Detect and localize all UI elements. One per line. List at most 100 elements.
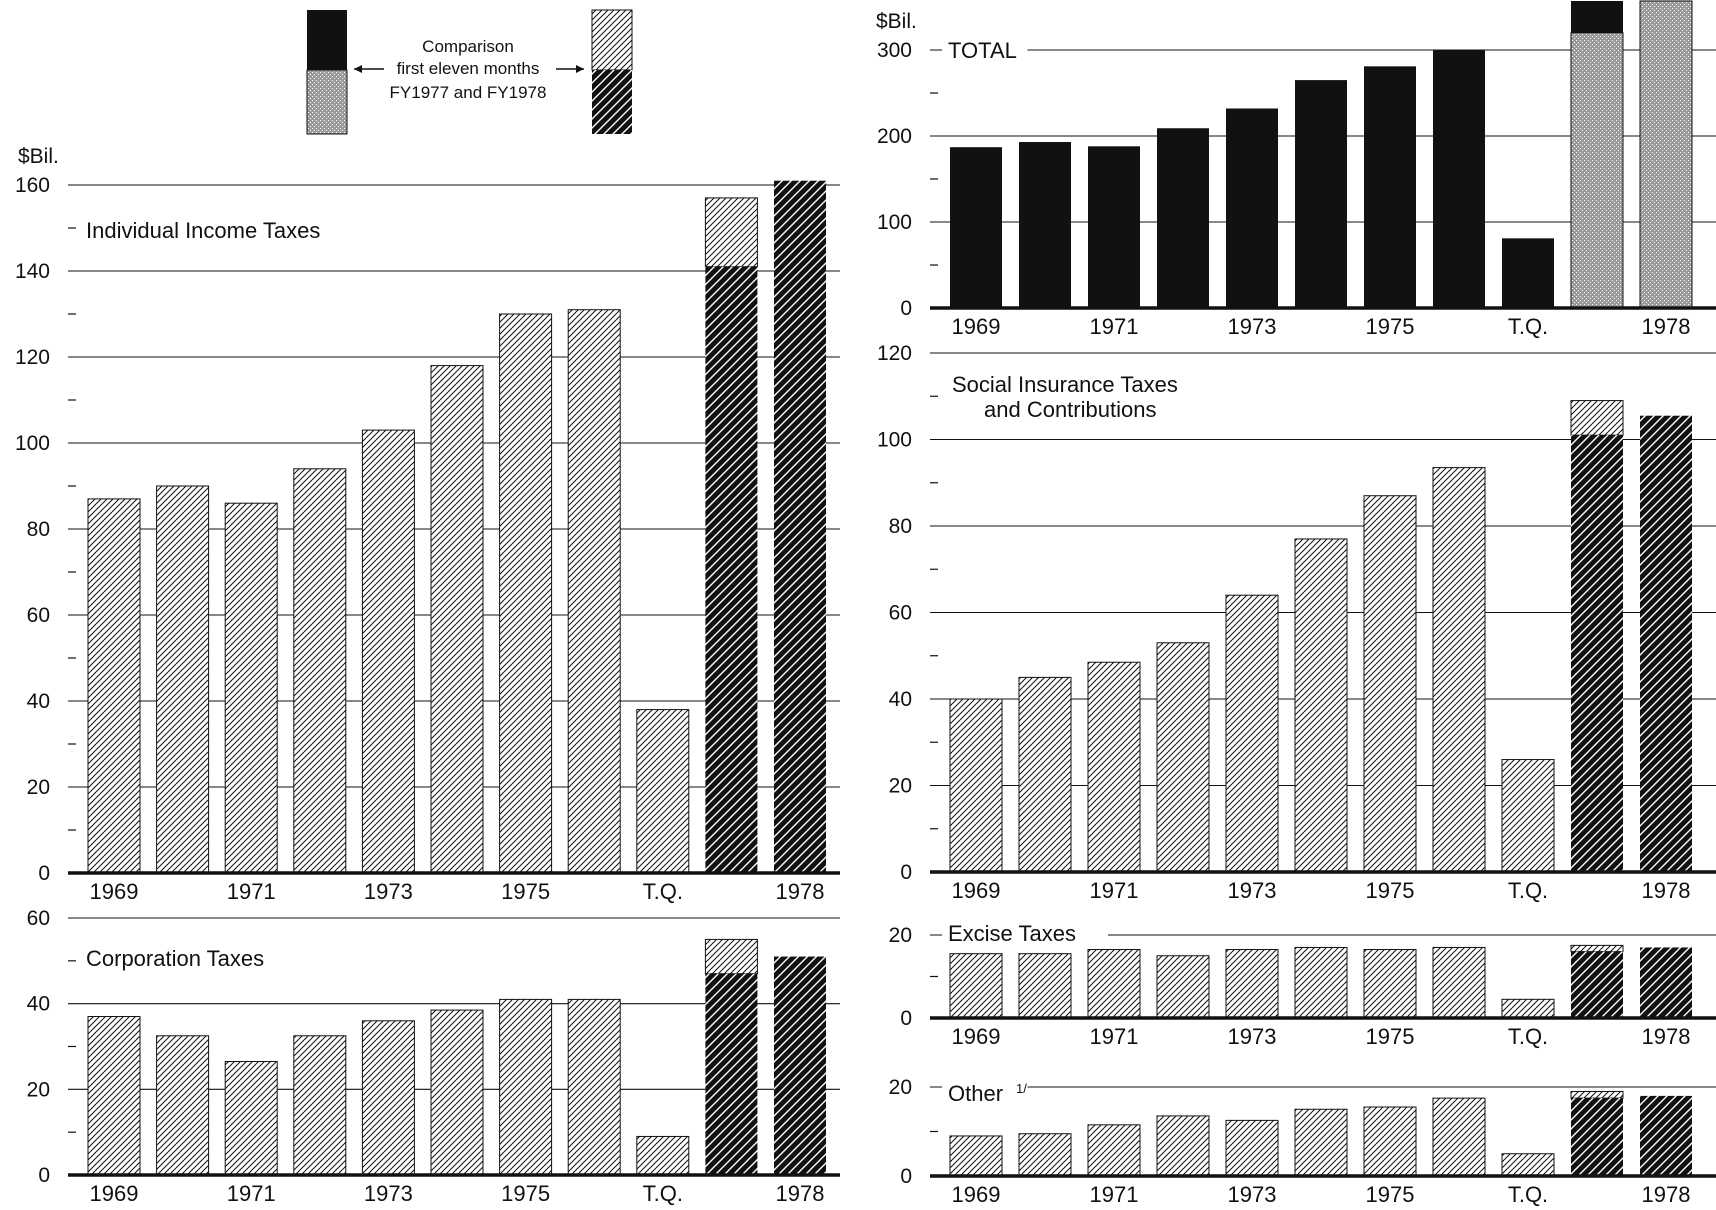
legend-line-1: Comparison: [422, 37, 514, 56]
bar-1977-full-year: [1570, 400, 1624, 436]
panel-title-note: 1/: [1016, 1081, 1027, 1096]
y-tick-label: 0: [900, 861, 912, 884]
x-tick-label: 1971: [227, 1181, 276, 1206]
bar-1971: [1087, 1124, 1141, 1177]
chart-panels: 0 20 40 60 80 100 120 140 160 1969 1971 1973 1975 T.Q…: [15, 0, 1716, 1207]
bar-1973: [361, 429, 415, 874]
panel-title-backdrop: [80, 946, 304, 972]
y-tick-label: 20: [889, 1076, 912, 1099]
x-tick-label: 1978: [1642, 1024, 1691, 1049]
legend-line-3: FY1977 and FY1978: [390, 83, 547, 102]
x-tick-label: 1978: [1642, 1182, 1691, 1207]
y-tick-label: 20: [27, 1078, 50, 1101]
x-tick-label: 1975: [1366, 878, 1415, 903]
x-tick-label: 1969: [90, 1181, 139, 1206]
bar-1969: [949, 698, 1003, 873]
panel-title-backdrop: [942, 921, 1108, 947]
legend-arrow-right: [556, 65, 584, 73]
bar-1977-eleven-months: [705, 266, 758, 873]
bar-1978-eleven-months: [774, 956, 826, 1175]
bar-1974: [1294, 946, 1348, 1019]
bar-1970: [1018, 676, 1072, 873]
bar-1970: [156, 485, 210, 874]
bar-1970: [1019, 142, 1071, 308]
y-tick-label: 160: [15, 174, 50, 197]
bar-1975: [1363, 1106, 1417, 1177]
x-tick-label: 1973: [364, 1181, 413, 1206]
y-tick-label: 0: [38, 862, 50, 885]
bar-1976: [567, 309, 621, 874]
bar-1973: [1225, 594, 1279, 873]
bar-1972: [1156, 1115, 1210, 1177]
bar-1972: [1156, 955, 1210, 1019]
x-tick-label: 1971: [1090, 1024, 1139, 1049]
x-tick-label: 1975: [1366, 1024, 1415, 1049]
bar-1977-full-year: [704, 938, 758, 975]
x-tick-label: 1969: [952, 314, 1001, 339]
bar-1973: [1225, 949, 1279, 1019]
bar-1977-eleven-months: [1570, 32, 1624, 309]
y-tick-label: 60: [27, 604, 50, 627]
bar-1973: [1226, 108, 1278, 308]
bar-1974: [430, 365, 484, 874]
bar-1975: [1363, 949, 1417, 1019]
bar-1969: [950, 147, 1002, 308]
y-tick-label: 40: [27, 690, 50, 713]
y-tick-label: 100: [877, 429, 912, 452]
chart-panel-corporation: 0 20 40 60 1969 1971 1973 1975 T.Q. 1978 Corporati…: [27, 907, 840, 1206]
bar-1971: [224, 1060, 278, 1176]
panel-title-backdrop: [80, 218, 373, 244]
y-tick-label: 0: [900, 297, 912, 320]
y-tick-label: 40: [27, 993, 50, 1016]
x-tick-label: 1973: [1228, 878, 1277, 903]
bar-1972: [293, 1035, 347, 1176]
bar-1974: [1294, 538, 1348, 873]
bar-1971: [224, 502, 278, 874]
chart-panel-social: 0 20 40 60 80 100 120 1969 1971 1973 1975 T.Q. 1978 S…: [877, 342, 1716, 903]
y-tick-label: 120: [15, 346, 50, 369]
y-tick-label: 20: [889, 775, 912, 798]
bar-1977-full-year: [1571, 0, 1623, 33]
x-tick-label: 1973: [1228, 1024, 1277, 1049]
bar-1978-eleven-months: [1640, 1095, 1692, 1176]
bar-1975: [1363, 495, 1417, 873]
bar-1976: [1433, 50, 1485, 308]
unit-label: $Bil.: [18, 145, 59, 168]
panel-title: and Contributions: [984, 397, 1156, 422]
bar-T.Q.: [1501, 759, 1555, 873]
x-tick-label: 1973: [1228, 314, 1277, 339]
x-tick-label: 1978: [776, 1181, 825, 1206]
bar-T.Q.: [636, 1135, 690, 1176]
legend-swatch-category-1977-dark: [592, 70, 632, 134]
x-tick-label: 1969: [952, 1024, 1001, 1049]
bar-1972: [1157, 128, 1209, 308]
bar-1975: [499, 998, 553, 1176]
x-tick-label: 1971: [1090, 1182, 1139, 1207]
bar-1975: [499, 313, 553, 874]
y-tick-label: 140: [15, 260, 50, 283]
x-tick-label: 1971: [1090, 878, 1139, 903]
legend-swatch-total-1977-stipple: [306, 69, 348, 135]
panel-title-backdrop: [942, 38, 1028, 64]
bar-1978-eleven-months: [1639, 0, 1693, 309]
bar-1976: [1432, 1097, 1486, 1177]
y-tick-label: 20: [889, 924, 912, 947]
bar-1972: [1156, 642, 1210, 873]
bar-1977-eleven-months: [705, 973, 758, 1175]
bar-1969: [949, 953, 1003, 1019]
chart-panel-other: 0 20 1969 1971 1973 1975 T.Q. 1978 Other 1/: [889, 1076, 1716, 1207]
bar-1974: [1295, 80, 1347, 308]
chart-panel-individual: 0 20 40 60 80 100 120 140 160 1969 1971 1973 1975 T.Q…: [15, 145, 840, 904]
bar-1977-full-year: [704, 197, 758, 268]
x-tick-label: 1975: [1366, 314, 1415, 339]
bar-T.Q.: [1502, 238, 1554, 308]
y-tick-label: 300: [877, 39, 912, 62]
bar-1971: [1087, 949, 1141, 1019]
bar-1976: [567, 998, 621, 1176]
y-tick-label: 0: [38, 1164, 50, 1187]
panel-title: Social Insurance Taxes: [952, 372, 1178, 397]
y-tick-label: 100: [877, 211, 912, 234]
bar-1977-full-year: [1570, 1090, 1624, 1099]
y-tick-label: 60: [889, 602, 912, 625]
